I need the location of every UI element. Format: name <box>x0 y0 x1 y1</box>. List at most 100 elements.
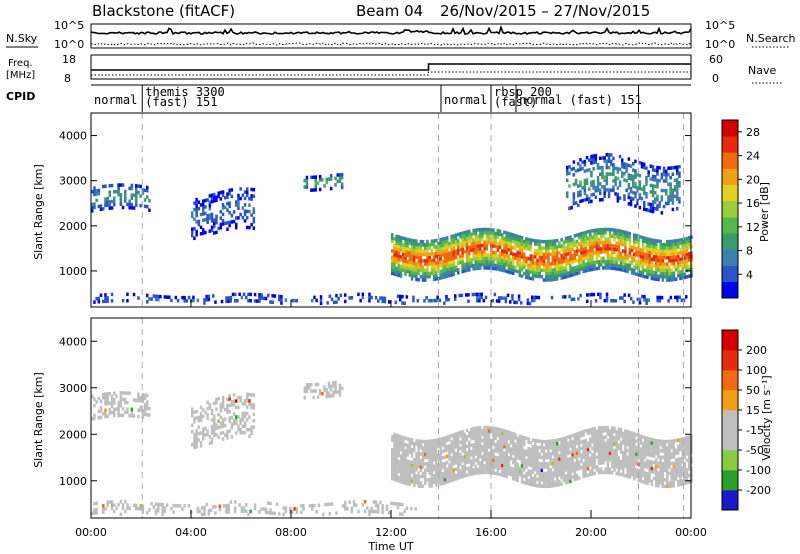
power-cell <box>596 185 600 189</box>
power-cell <box>667 299 670 303</box>
power-cell <box>661 243 665 247</box>
power-cell <box>668 252 671 257</box>
power-cell <box>573 253 577 257</box>
velocity-cell <box>435 441 438 446</box>
power-cell <box>645 192 648 196</box>
power-cell <box>603 156 606 160</box>
power-cell <box>611 253 614 258</box>
power-cell <box>542 259 546 263</box>
power-cell <box>512 268 515 272</box>
velocity-cell <box>501 428 504 432</box>
power-cell <box>463 243 467 248</box>
velocity-cell <box>428 477 431 482</box>
power-cell <box>616 170 620 174</box>
velocity-cell <box>368 512 371 517</box>
velocity-cell <box>395 472 398 476</box>
velocity-cell <box>628 475 632 479</box>
power-cell <box>537 295 541 300</box>
velocity-cell <box>644 480 647 485</box>
velocity-cell <box>404 481 407 485</box>
velocity-cell <box>485 425 489 430</box>
velocity-cell <box>435 476 438 481</box>
cpid-segment-label: normal (fast) 151 <box>519 93 642 107</box>
velocity-cell <box>679 447 682 451</box>
velocity-cell <box>485 467 489 471</box>
power-cell <box>406 244 409 248</box>
power-cell <box>600 250 603 254</box>
velocity-cell <box>492 471 495 475</box>
velocity-cell <box>586 473 590 477</box>
velocity-cell <box>531 438 535 442</box>
power-cell <box>615 241 618 245</box>
power-cell <box>391 262 394 266</box>
power-cell <box>441 240 445 244</box>
power-cell <box>624 262 627 267</box>
power-cell <box>474 266 478 271</box>
velocity-cell <box>578 453 581 458</box>
power-cell <box>678 181 681 185</box>
power-cell <box>315 298 318 303</box>
power-cell <box>567 239 570 243</box>
power-cell <box>592 179 595 184</box>
velocity-cell <box>441 462 445 466</box>
velocity-cell <box>91 511 94 516</box>
velocity-cell <box>635 455 638 459</box>
power-cell <box>551 277 555 282</box>
velocity-cell <box>547 478 550 482</box>
velocity-cell <box>357 509 360 514</box>
power-cell <box>402 246 405 250</box>
power-cell <box>655 264 658 269</box>
velocity-cell <box>393 452 396 456</box>
power-cell <box>463 262 467 267</box>
power-cell <box>165 295 169 299</box>
velocity-cell <box>450 472 453 476</box>
velocity-cell <box>224 423 227 428</box>
power-cell <box>663 252 667 257</box>
velocity-cell <box>468 466 471 470</box>
power-cell <box>119 196 123 200</box>
velocity-cell <box>492 429 495 434</box>
power-cell <box>593 267 596 271</box>
velocity-cell <box>419 452 423 456</box>
power-cell <box>579 190 582 194</box>
power-cell <box>445 294 448 299</box>
power-cell <box>577 194 580 198</box>
velocity-cell <box>487 429 491 433</box>
velocity-cell <box>558 454 561 458</box>
power-cell <box>95 198 98 203</box>
power-cell <box>135 187 138 191</box>
power-heatmap <box>91 113 693 307</box>
velocity-cell <box>437 444 440 448</box>
velocity-cell <box>481 461 484 465</box>
velocity-cell <box>534 464 537 468</box>
velocity-cell <box>630 444 634 448</box>
velocity-cell <box>492 458 495 462</box>
velocity-cell <box>108 401 112 406</box>
velocity-cell <box>219 431 223 435</box>
power-cell <box>505 240 508 245</box>
power-cell <box>408 270 412 274</box>
power-cell <box>250 213 253 217</box>
power-cell <box>247 292 250 297</box>
velocity-cell <box>657 448 660 453</box>
velocity-cell <box>141 510 145 515</box>
velocity-cell <box>226 432 229 437</box>
power-cell <box>225 299 228 303</box>
velocity-cell <box>608 451 612 456</box>
velocity-ytick-label: 2000 <box>59 428 87 441</box>
power-cell <box>646 253 649 257</box>
power-cell <box>435 267 438 272</box>
velocity-cell <box>668 455 671 460</box>
velocity-cell <box>472 459 475 463</box>
velocity-cell <box>674 474 678 478</box>
power-cell <box>610 188 613 192</box>
power-cell <box>610 172 613 176</box>
velocity-cell <box>430 464 434 469</box>
power-cell <box>649 206 653 210</box>
power-cell <box>572 201 576 206</box>
velocity-cell <box>213 427 216 431</box>
velocity-cell <box>624 458 627 462</box>
power-cell <box>622 249 625 253</box>
velocity-cell <box>520 451 524 455</box>
power-cell <box>677 242 680 246</box>
